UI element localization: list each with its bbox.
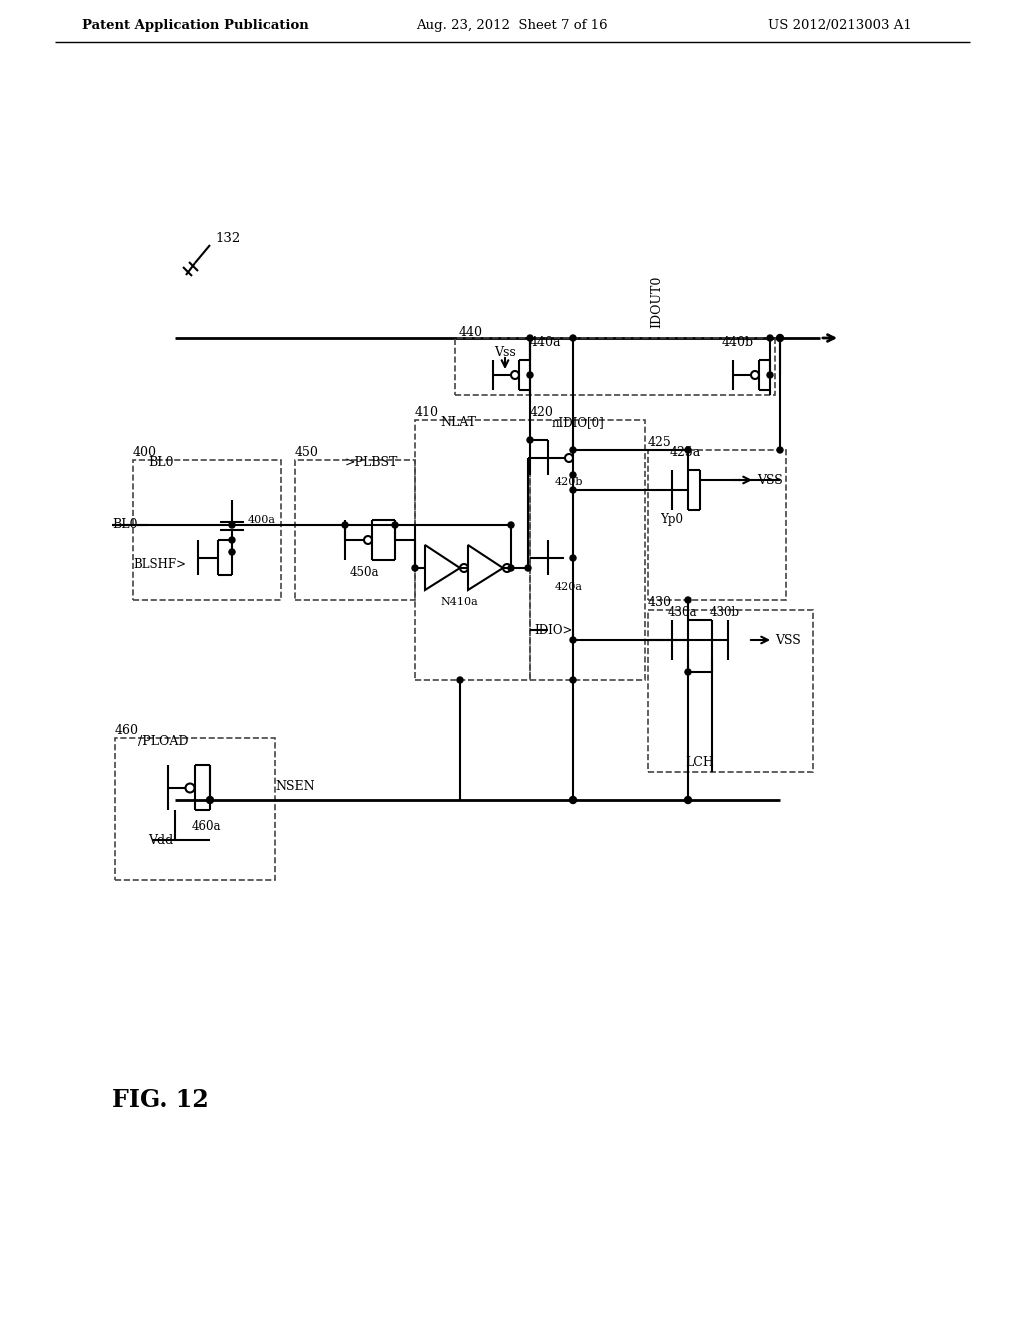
Circle shape: [685, 669, 691, 675]
Circle shape: [685, 597, 691, 603]
Circle shape: [527, 372, 534, 378]
Circle shape: [685, 447, 691, 453]
Circle shape: [767, 335, 773, 341]
Text: 430b: 430b: [710, 606, 740, 619]
Circle shape: [527, 437, 534, 444]
Bar: [295, 459, 415, 601]
Text: 460: 460: [115, 723, 139, 737]
Text: N410a: N410a: [440, 597, 478, 607]
Text: /PLOAD: /PLOAD: [138, 734, 188, 747]
Circle shape: [684, 796, 691, 804]
Circle shape: [767, 372, 773, 378]
Circle shape: [569, 796, 577, 804]
Circle shape: [508, 565, 514, 572]
Text: 440a: 440a: [530, 335, 561, 348]
Text: VSS: VSS: [757, 474, 782, 487]
Circle shape: [508, 521, 514, 528]
Circle shape: [570, 554, 575, 561]
Text: 460a: 460a: [193, 821, 221, 833]
Circle shape: [229, 521, 234, 528]
Text: BL0: BL0: [148, 457, 173, 470]
Text: 400: 400: [133, 446, 157, 459]
Circle shape: [457, 677, 463, 682]
Circle shape: [392, 521, 398, 528]
Text: NSEN: NSEN: [275, 780, 314, 792]
Circle shape: [776, 334, 783, 342]
Circle shape: [570, 487, 575, 492]
Circle shape: [342, 521, 348, 528]
Circle shape: [777, 447, 783, 453]
Text: IDOUT0: IDOUT0: [650, 276, 664, 329]
Text: 420: 420: [530, 407, 554, 420]
Circle shape: [570, 447, 575, 453]
Text: 420b: 420b: [555, 477, 584, 487]
Text: 440: 440: [459, 326, 483, 338]
Text: 400a: 400a: [248, 515, 276, 525]
Text: 420a: 420a: [555, 582, 583, 591]
Circle shape: [570, 638, 575, 643]
Text: 450a: 450a: [350, 566, 380, 579]
Bar: [415, 420, 530, 680]
Text: Yp0: Yp0: [660, 513, 683, 527]
Text: Vss: Vss: [495, 346, 516, 359]
Text: IDIO>: IDIO>: [534, 623, 572, 636]
Text: 440b: 440b: [722, 335, 754, 348]
Text: BL0: BL0: [112, 519, 137, 532]
Bar: [648, 450, 786, 601]
Text: LCH: LCH: [685, 755, 715, 768]
Text: 132: 132: [215, 231, 241, 244]
Bar: [530, 420, 645, 680]
Circle shape: [412, 565, 418, 572]
Text: 425: 425: [648, 437, 672, 450]
Text: US 2012/0213003 A1: US 2012/0213003 A1: [768, 18, 912, 32]
Circle shape: [527, 335, 534, 341]
Bar: [133, 459, 281, 601]
Text: 430: 430: [648, 597, 672, 610]
Circle shape: [229, 549, 234, 554]
Text: nIDIO[0]: nIDIO[0]: [552, 417, 605, 429]
Text: 430a: 430a: [668, 606, 697, 619]
Text: 410: 410: [415, 407, 439, 420]
Text: BLSHF>: BLSHF>: [133, 558, 186, 572]
Circle shape: [570, 473, 575, 478]
Text: FIG. 12: FIG. 12: [112, 1088, 209, 1111]
Text: Aug. 23, 2012  Sheet 7 of 16: Aug. 23, 2012 Sheet 7 of 16: [416, 18, 608, 32]
Text: Vdd: Vdd: [148, 833, 173, 846]
Text: >PLBST: >PLBST: [345, 457, 398, 470]
Bar: [455, 338, 775, 395]
Text: 425a: 425a: [670, 446, 701, 459]
Circle shape: [229, 537, 234, 543]
Text: 450: 450: [295, 446, 318, 459]
Text: NLAT: NLAT: [440, 417, 476, 429]
Text: Patent Application Publication: Patent Application Publication: [82, 18, 308, 32]
Text: VSS: VSS: [775, 634, 801, 647]
Circle shape: [207, 796, 213, 804]
Bar: [115, 738, 275, 880]
Circle shape: [570, 335, 575, 341]
Bar: [648, 610, 813, 772]
Circle shape: [525, 565, 531, 572]
Circle shape: [570, 677, 575, 682]
